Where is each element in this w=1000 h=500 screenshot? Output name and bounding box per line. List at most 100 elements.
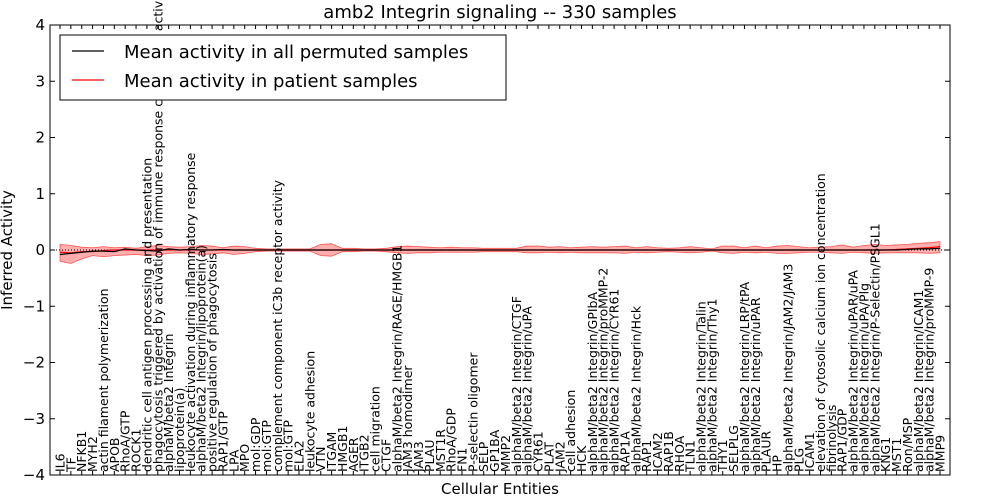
x-tick-label: positive regulation of phagocytosis [205, 253, 220, 472]
x-tick-label: alphaM/beta2 Integrin/proMMP-9 [922, 268, 937, 472]
x-tick-label: SELP [476, 441, 491, 472]
x-tick-label: VTN [313, 446, 328, 472]
x-tick-label: alphaM/beta2 Integrin/Thy1 [704, 298, 719, 472]
x-tick-label: ELA2 [292, 440, 307, 472]
x-tick-label: RAP1B [661, 431, 676, 472]
x-tick-label: alphaM/beta2 Integrin/uPA [520, 306, 535, 472]
x-tick-label: cell adhesion [563, 390, 578, 472]
x-tick-label: CTGF [378, 439, 393, 472]
x-tick-label: HCK [574, 445, 589, 472]
x-tick-label: MMP2 [498, 435, 513, 472]
x-tick-label: ITGB2 [357, 434, 372, 472]
patient-activity-band [59, 241, 941, 264]
x-tick-label: MST1 [889, 438, 904, 472]
x-tick-label: MPO [237, 444, 252, 472]
y-tick-label: −2 [23, 354, 45, 372]
x-tick-label: ITGAM [324, 432, 339, 472]
y-tick-label: 3 [35, 72, 45, 90]
x-tick-label: AGER [346, 437, 361, 472]
x-tick-label: lipoprotein(a) [172, 388, 187, 472]
x-tick-label: IL6 [53, 453, 68, 472]
x-tick-label: alphaM/beta2 Integrin/uPA/Plg [856, 283, 871, 472]
x-tick-label: JAM3 [411, 441, 426, 473]
x-tick-label: alphaM/beta2 Integrin/lipoprotein(a) [194, 245, 209, 472]
x-tick-label: RHOA [672, 435, 687, 472]
x-tick-label: RAP1A [617, 431, 632, 472]
permuted-activity-line [59, 247, 941, 256]
y-tick-label: −3 [23, 410, 45, 428]
x-tick-label: HP [770, 455, 785, 472]
x-tick-label: PLAT [541, 442, 556, 472]
x-tick-label: alphaM/beta2 Integrin/LRP/tPA [737, 281, 752, 472]
x-tick-label: ICAM2 [650, 432, 665, 472]
x-tick-label: RhoA/GTP [118, 410, 133, 472]
x-tick-label: leukocyte activation during inflammatory… [183, 152, 198, 472]
x-tick-label: PLG [791, 448, 806, 472]
x-tick-label: P-selectin oligomer [465, 352, 480, 472]
x-tick-label: alphaM/beta2 Integrin/Hck [628, 305, 643, 472]
x-axis-label: Cellular Entities [441, 480, 559, 498]
x-tick-label: PLAU [422, 440, 437, 473]
x-tick-label: alphaM/beta2 Integrin [161, 334, 176, 472]
x-tick-label: alphaM/beta2 Integrin/uPAR/uPA [846, 270, 861, 472]
legend: Mean activity in all permuted samples Mea… [59, 34, 507, 101]
x-tick-label: THY1 [715, 439, 730, 473]
x-tick-label: RAP1/GTP [215, 411, 230, 472]
x-tick-label: Ron/MSP [900, 417, 915, 472]
x-tick-label: JAM2 [552, 441, 567, 473]
x-tick-label: MST1R [433, 429, 448, 472]
x-tick-label: actin filament polymerization [96, 288, 111, 472]
x-tick-label: CYR61 [531, 431, 546, 472]
x-tick-label: mol:GTP [259, 420, 274, 472]
y-tick-label: 1 [35, 185, 45, 203]
x-tick-label: alphaM/beta2 Integrin/CTGF [509, 296, 524, 472]
legend-entry: Mean activity in all permuted samples [124, 42, 468, 63]
x-tick-label: leukocyte adhesion [302, 351, 317, 472]
x-tick-label: mol:GTP [281, 420, 296, 472]
x-tick-label: RhoA/GDP [444, 408, 459, 472]
x-tick-label: MMP9 [933, 435, 948, 472]
x-tick-label: alphaM/beta2 Integrin/proMMP-2 [596, 268, 611, 472]
x-tick-label: alphaM/beta2 Integrin/CYR61 [607, 289, 622, 472]
x-tick-label: HMGB1 [335, 426, 350, 472]
x-tick-label: FN1 [454, 448, 469, 473]
x-tick-label: TLN1 [683, 440, 698, 473]
x-tick-label: TF [63, 457, 78, 473]
x-tick-label: mol:GDP [248, 417, 263, 472]
x-tick-label: alphaM/beta2 Integrin/P-Selectin/PSGL1 [867, 223, 882, 472]
x-tick-label: SELPLG [726, 425, 741, 472]
x-tick-label: elevation of cytosolic calcium ion conce… [813, 173, 828, 472]
x-tick-label: alphaM/beta2 Integrin/GPIbA [585, 292, 600, 472]
x-tick-label: KNG1 [878, 437, 893, 472]
x-tick-label: alphaM/beta2 Integrin/ICAM1 [911, 290, 926, 472]
x-tick-label: complement component iC3b receptor activ… [270, 179, 285, 472]
x-tick-label: alphaM/beta2 Integrin/uPAR [748, 297, 763, 472]
x-tick-label: alphaM/beta2 Integrin/JAM2/JAM3 [780, 264, 795, 472]
y-tick-label: −4 [23, 466, 45, 484]
chart-title: amb2 Integrin signaling -- 330 samples [323, 2, 676, 23]
x-tick-label: RAP1/GDP [835, 408, 850, 472]
x-tick-label: NFKB1 [74, 431, 89, 472]
x-tick-label: ICAM1 [802, 432, 817, 472]
legend-box [59, 34, 507, 101]
x-tick-label: APOB [107, 437, 122, 472]
y-tick-label: 0 [35, 241, 45, 259]
x-tick-label: JAM3 homodimer [400, 365, 415, 473]
x-tick-label: alphaM/beta2 Integrin/RAGE/HMGB1 [389, 245, 404, 472]
x-tick-label: GP1BA [487, 429, 502, 472]
x-tick-label: phagocytosis triggered by activation of … [150, 0, 165, 472]
x-tick-label: ROCK1 [129, 429, 144, 472]
x-tick-label: MYH2 [85, 436, 100, 472]
x-tick-label: PLAUR [759, 431, 774, 472]
x-tick-label: dendritic cell antigen processing and pr… [139, 158, 154, 472]
x-tick-label: RAP1 [639, 440, 654, 472]
y-tick-label: 2 [35, 129, 45, 147]
legend-entry: Mean activity in patient samples [124, 71, 418, 92]
x-tick-label: alphaM/beta2 Integrin/Talin [693, 301, 708, 472]
x-tick-label: cell migration [368, 386, 383, 472]
y-axis-label: Inferred Activity [0, 190, 16, 310]
y-tick-label: 4 [35, 16, 45, 34]
y-tick-label: −1 [23, 297, 45, 315]
